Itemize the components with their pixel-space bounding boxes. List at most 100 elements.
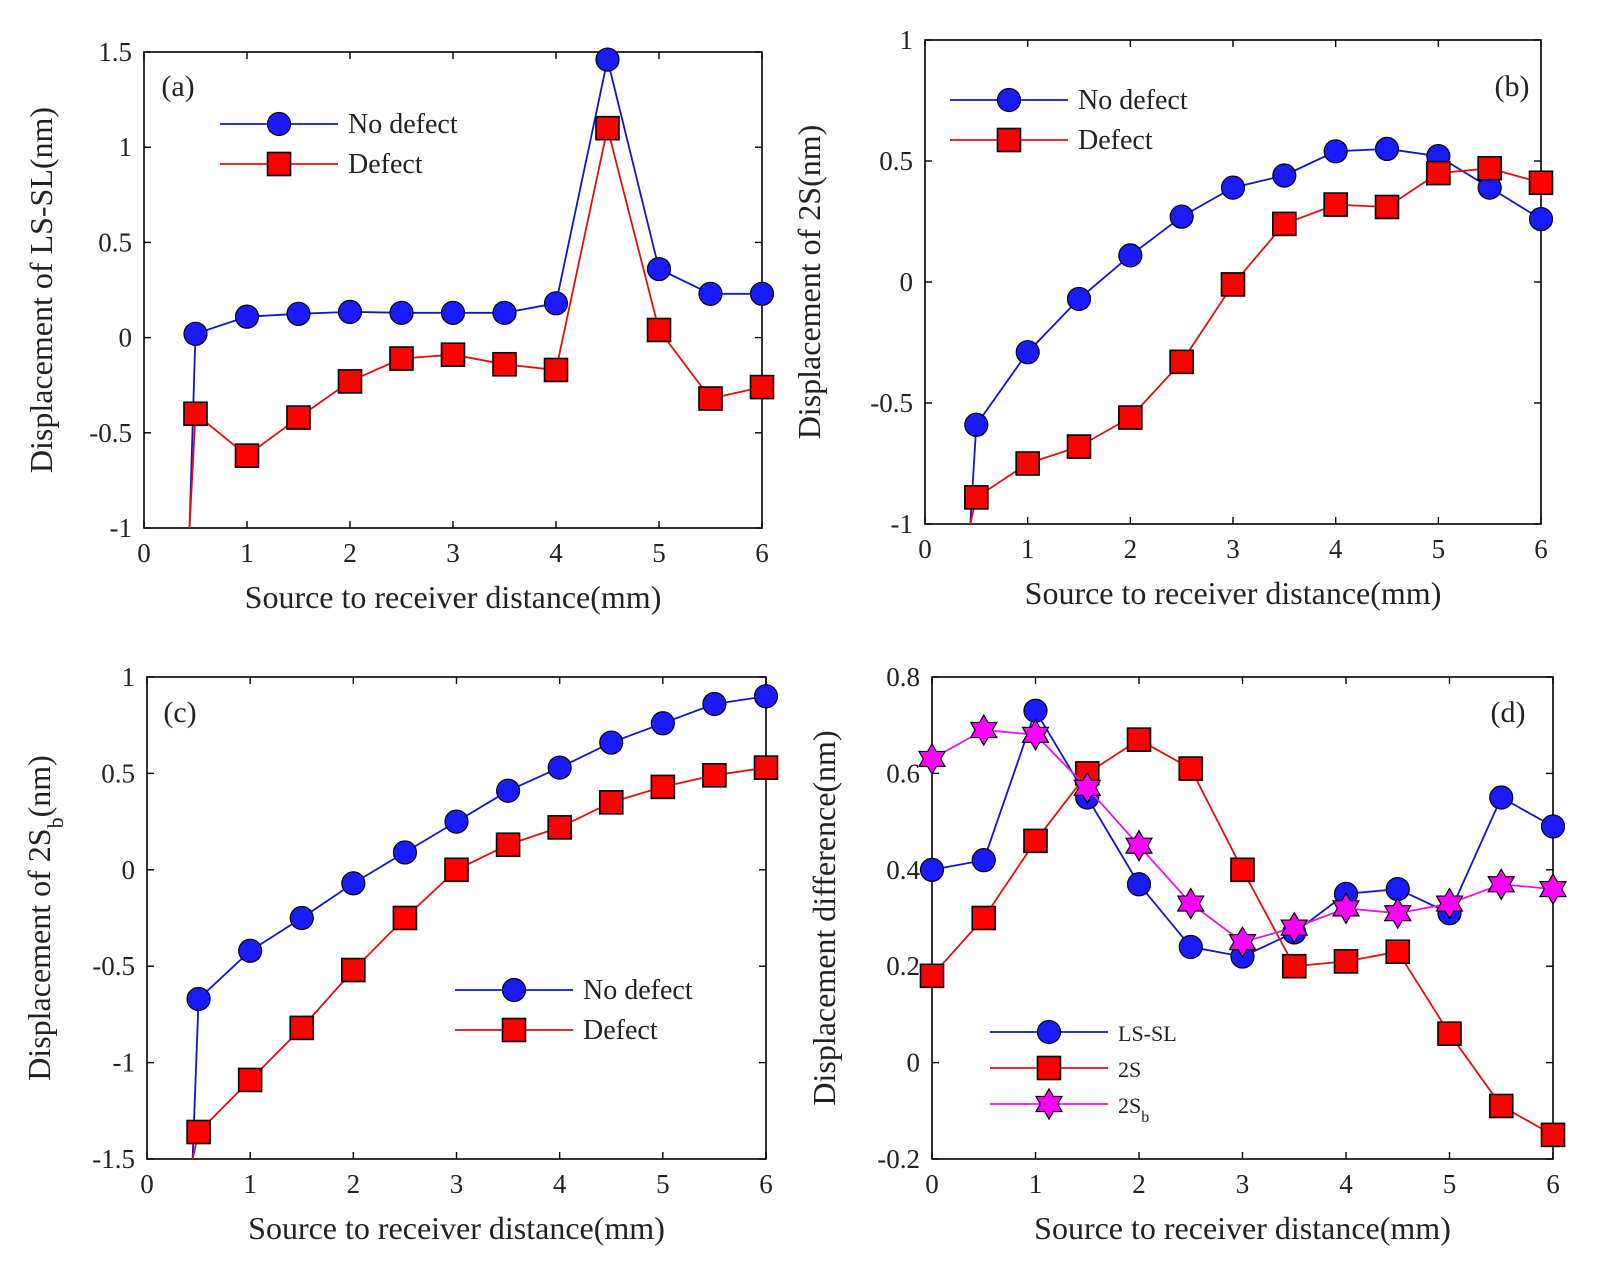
data-point [698,386,723,411]
data-point [186,986,211,1012]
y-tick-label: -0.5 [89,418,132,448]
data-point [1118,243,1143,268]
data-point [919,963,945,989]
data-point [1323,192,1348,217]
data-point [1280,911,1309,944]
x-tick-label: 6 [1534,534,1548,564]
data-point [1331,892,1361,925]
data-point [1021,718,1050,752]
data-point [964,412,989,437]
data-point [749,281,775,306]
data-point [1220,175,1246,200]
data-point [337,299,363,324]
data-point [1015,340,1040,365]
data-point [1435,887,1464,920]
legend-label: No defect [348,109,458,140]
legend-marker [1036,1055,1062,1081]
x-tick-label: 6 [759,1169,773,1199]
data-point [971,905,997,931]
x-tick-label: 1 [240,538,254,568]
data-point [389,346,414,371]
panel-label: (c) [163,696,196,729]
data-point [919,857,945,882]
legend-marker [501,1017,527,1043]
y-tick-label: 0.5 [98,227,132,257]
data-point [444,857,469,883]
x-tick-label: 5 [652,538,666,568]
data-point [286,301,311,326]
series-line [191,766,767,1160]
legend-marker [266,111,292,137]
y-tick-label: 0 [122,855,136,885]
data-point [1272,211,1297,237]
data-point [1124,829,1154,862]
legend: No defect Defect [455,975,693,1046]
x-tick-label: 4 [553,1169,567,1199]
data-point [595,115,620,141]
y-tick-label: -1 [891,509,914,539]
legend: LS-SL 2S 2Sb [990,1019,1177,1126]
data-point [1023,828,1048,854]
x-tick-label: 1 [243,1169,257,1199]
data-point [1323,139,1348,164]
chart-panel-a: 0 1 2 3 4 5 6 -1 -0.5 0 0.5 1 1.5 Source to receiver … [23,37,775,615]
y-tick-label: 0.8 [886,662,920,692]
data-point [598,790,624,815]
data-point [1281,953,1307,979]
x-tick-label: 3 [446,538,460,568]
y-tick-label: 0.5 [879,146,913,176]
y-tick-label: 1 [122,662,136,692]
legend-label: 2S [1118,1057,1141,1082]
data-point [1489,785,1514,810]
y-tick-label: 0.2 [886,951,920,981]
data-point [547,815,572,840]
data-point [183,401,208,427]
data-point [234,443,260,468]
y-tick-label: -1 [110,513,133,543]
data-point [495,778,521,803]
y-tick-label: 1 [119,132,133,162]
series-no-defect [183,47,775,529]
legend-marker [1036,1019,1062,1045]
data-point [1176,887,1205,920]
series-2s-b [917,713,1568,959]
x-axis-label: Source to receiver distance(mm) [245,579,662,615]
data-point [238,938,263,963]
data-point [237,1067,263,1093]
panel-label: (d) [1491,696,1526,729]
data-point [1333,949,1359,974]
x-tick-label: 1 [1029,1169,1043,1199]
y-tick-label: 0.4 [886,855,920,885]
legend: No defect Defect [220,109,458,180]
x-tick-label: 6 [1546,1169,1560,1199]
x-tick-label: 0 [925,1169,939,1199]
panel-label: (a) [161,70,194,103]
x-tick-label: 0 [137,538,151,568]
data-point [289,905,314,931]
x-axis-label: Source to receiver distance(mm) [248,1210,665,1246]
data-point [1528,206,1554,232]
legend-label: LS-SL [1118,1021,1177,1046]
series-no-defect [186,684,779,1160]
data-point [1230,857,1255,883]
x-tick-label: 3 [1236,1169,1250,1199]
y-axis-label: Displacement of 2Sb(nm) [21,755,68,1081]
data-point [1540,1122,1566,1148]
x-tick-label: 5 [656,1169,670,1199]
data-point [389,300,414,325]
data-point [440,300,466,325]
x-tick-label: 6 [755,538,769,568]
data-point [1126,872,1152,897]
legend-marker [501,977,527,1003]
data-point [1374,194,1400,220]
data-point [547,755,572,780]
y-tick-label: -0.5 [870,388,913,418]
data-point [650,711,675,736]
series-defect [964,155,1554,525]
data-point [337,369,363,394]
chart-panel-c: 0 1 2 3 4 5 6 -1.5 -1 -0.5 0 0.5 1 Source to receiver… [21,662,779,1246]
data-point [702,763,727,788]
x-tick-label: 3 [450,1169,464,1199]
legend-label: Defect [583,1015,658,1046]
y-axis-label: Displacement difference(nm) [806,730,842,1105]
